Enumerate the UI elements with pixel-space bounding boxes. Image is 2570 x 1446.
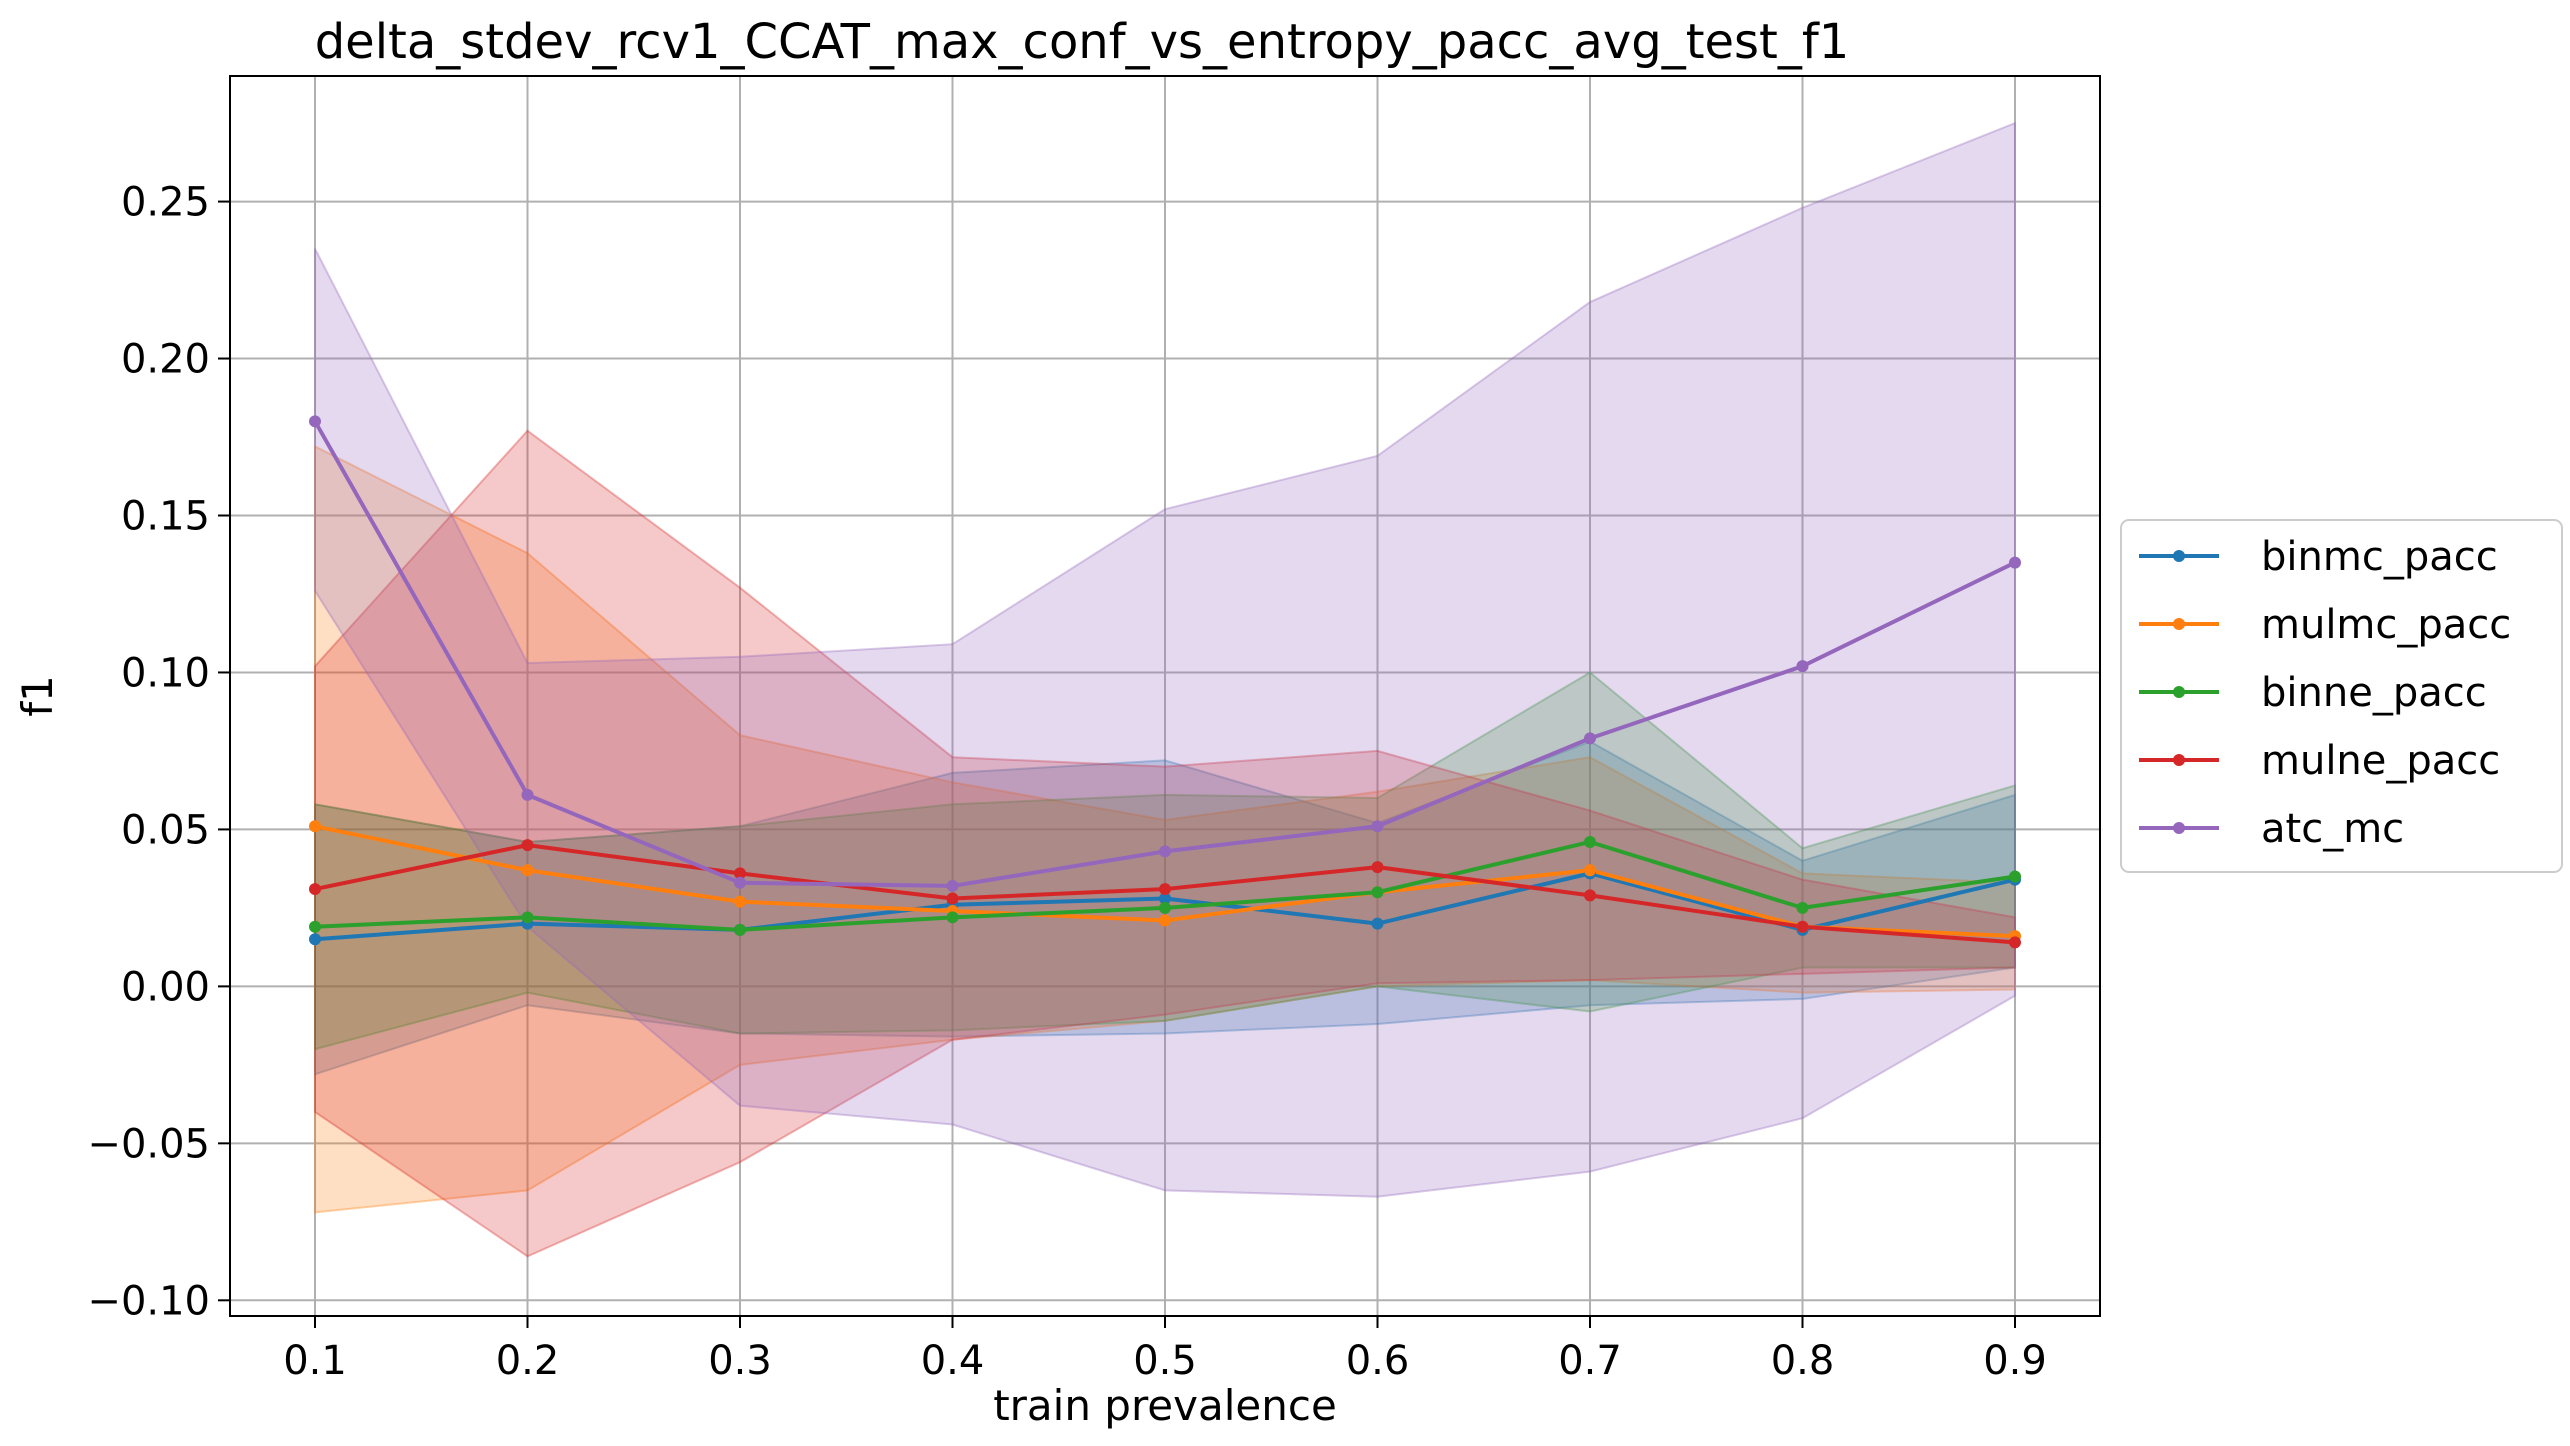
point-binmc_pacc <box>1371 917 1384 930</box>
point-binne_pacc <box>1584 835 1596 848</box>
point-atc_mc <box>521 788 534 801</box>
legend-label-mulne_pacc: mulne_pacc <box>2261 738 2500 784</box>
point-atc_mc <box>1371 820 1384 833</box>
y-tick-label: 0.20 <box>121 337 210 383</box>
point-mulmc_pacc <box>521 864 534 877</box>
point-binne_pacc <box>1159 901 1171 914</box>
point-binne_pacc <box>1796 901 1809 914</box>
x-tick-label: 0.9 <box>1983 1338 2047 1384</box>
point-binne_pacc <box>946 911 959 924</box>
point-mulmc_pacc <box>309 820 321 833</box>
point-atc_mc <box>309 415 321 428</box>
band-mulne_pacc <box>314 429 2016 1258</box>
point-mulne_pacc <box>521 839 534 852</box>
grid <box>230 76 2100 1316</box>
band-binne_pacc <box>314 671 2016 1051</box>
y-tick-label: −0.10 <box>87 1278 210 1324</box>
legend-marker-binne_pacc <box>2173 686 2185 698</box>
point-binne_pacc <box>734 923 746 936</box>
point-mulmc_pacc <box>734 895 746 908</box>
point-mulmc_pacc <box>1584 864 1596 877</box>
series-points <box>309 415 2021 949</box>
point-binne_pacc <box>1371 886 1384 899</box>
y-tick-label: 0.10 <box>121 650 210 696</box>
legend-label-binmc_pacc: binmc_pacc <box>2261 534 2498 580</box>
y-tick-label: −0.05 <box>87 1121 210 1167</box>
legend-marker-binmc_pacc <box>2173 550 2185 562</box>
point-mulne_pacc <box>309 883 321 896</box>
x-axis-ticks: 0.1 0.2 0.3 0.4 0.5 0.6 0.7 0.8 0.9 <box>283 1316 2047 1384</box>
legend-label-atc_mc: atc_mc <box>2261 806 2404 852</box>
point-binne_pacc <box>521 911 534 924</box>
x-tick-label: 0.1 <box>283 1338 347 1384</box>
point-mulne_pacc <box>1796 920 1809 933</box>
point-mulmc_pacc <box>1159 914 1171 927</box>
legend-box <box>2120 519 2563 873</box>
point-mulne_pacc <box>2009 936 2021 949</box>
point-binne_pacc <box>2009 870 2021 883</box>
x-tick-label: 0.2 <box>496 1338 560 1384</box>
point-mulne_pacc <box>734 867 746 880</box>
x-tick-label: 0.4 <box>921 1338 985 1384</box>
legend-marker-mulmc_pacc <box>2173 618 2185 630</box>
point-mulne_pacc <box>1371 861 1384 874</box>
y-tick-label: 0.15 <box>121 493 210 539</box>
point-atc_mc <box>1796 660 1809 673</box>
point-atc_mc <box>1159 845 1171 858</box>
y-tick-label: 0.00 <box>121 964 210 1010</box>
x-tick-label: 0.6 <box>1346 1338 1410 1384</box>
legend: binmc_pacc mulmc_pacc binne_pacc mulne_pacc… <box>2120 519 2563 873</box>
legend-label-mulmc_pacc: mulmc_pacc <box>2261 602 2511 648</box>
point-atc_mc <box>1584 732 1596 745</box>
y-axis-label: f1 <box>13 675 62 717</box>
point-mulne_pacc <box>1159 883 1171 896</box>
point-atc_mc <box>734 876 746 889</box>
legend-marker-atc_mc <box>2173 822 2185 834</box>
point-atc_mc <box>946 879 959 892</box>
band-mulmc_pacc <box>314 444 2016 1214</box>
point-binmc_pacc <box>309 933 321 946</box>
legend-marker-mulne_pacc <box>2173 754 2185 766</box>
y-axis-ticks: −0.10 −0.05 0.00 0.05 0.10 0.15 0.20 0.25 <box>87 180 230 1324</box>
y-tick-label: 0.05 <box>121 807 210 853</box>
point-mulne_pacc <box>1584 889 1596 902</box>
x-tick-label: 0.3 <box>708 1338 772 1384</box>
point-mulne_pacc <box>946 892 959 905</box>
x-axis-label: train prevalence <box>993 1381 1337 1430</box>
chart-title: delta_stdev_rcv1_CCAT_max_conf_vs_entrop… <box>315 14 1850 70</box>
point-atc_mc <box>2009 556 2021 569</box>
x-tick-label: 0.8 <box>1771 1338 1835 1384</box>
point-binne_pacc <box>309 920 321 933</box>
legend-label-binne_pacc: binne_pacc <box>2261 670 2487 716</box>
x-tick-label: 0.7 <box>1558 1338 1622 1384</box>
x-tick-label: 0.5 <box>1133 1338 1197 1384</box>
point-binmc_pacc <box>1159 892 1171 905</box>
y-tick-label: 0.25 <box>121 180 210 226</box>
